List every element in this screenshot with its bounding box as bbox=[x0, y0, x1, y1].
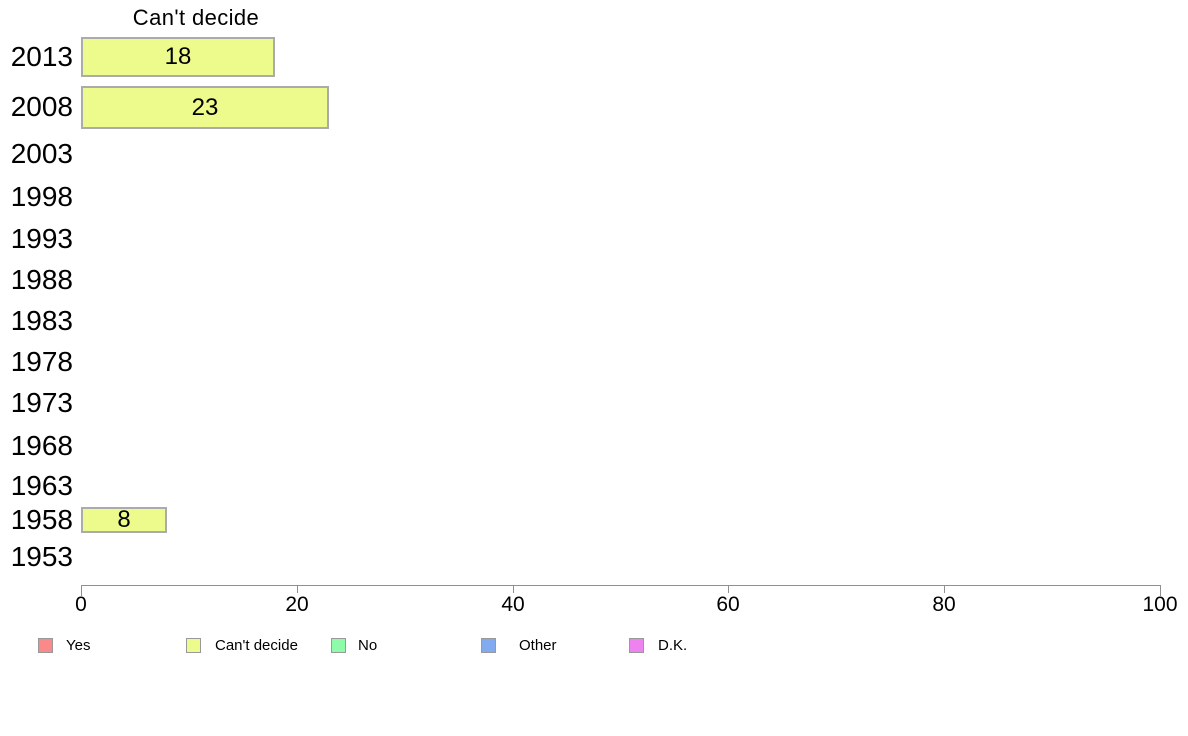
y-axis-label-2003: 2003 bbox=[10, 138, 73, 169]
y-axis-label-2008: 2008 bbox=[10, 91, 73, 122]
legend-swatch-can-t-decide bbox=[186, 638, 201, 653]
x-axis-tick-label-80: 80 bbox=[932, 593, 956, 616]
x-axis-tick-80 bbox=[944, 585, 945, 593]
y-axis-label-1953: 1953 bbox=[10, 541, 73, 572]
x-axis-tick-label-60: 60 bbox=[716, 593, 740, 616]
legend-swatch-d-k bbox=[629, 638, 644, 653]
legend-label-yes: Yes bbox=[66, 637, 91, 654]
x-axis-tick-60 bbox=[728, 585, 729, 593]
y-axis-label-1958: 1958 bbox=[10, 504, 73, 535]
y-axis-label-1988: 1988 bbox=[10, 264, 73, 295]
legend-swatch-other bbox=[481, 638, 496, 653]
y-axis-label-1973: 1973 bbox=[10, 387, 73, 418]
y-axis-label-2013: 2013 bbox=[10, 41, 73, 72]
y-axis-label-1983: 1983 bbox=[10, 305, 73, 336]
x-axis-tick-label-20: 20 bbox=[285, 593, 309, 616]
bar-1958: 8 bbox=[81, 507, 167, 533]
y-axis-label-1993: 1993 bbox=[10, 223, 73, 254]
y-axis-label-1978: 1978 bbox=[10, 346, 73, 377]
y-axis-label-1963: 1963 bbox=[10, 470, 73, 501]
legend-swatch-no bbox=[331, 638, 346, 653]
legend-label-d-k: D.K. bbox=[658, 637, 688, 654]
bar-2008: 23 bbox=[81, 85, 329, 129]
x-axis-line bbox=[81, 585, 1160, 586]
y-axis-label-1968: 1968 bbox=[10, 430, 73, 461]
bar-2013: 18 bbox=[81, 37, 275, 77]
legend-label-no: No bbox=[358, 637, 378, 654]
x-axis-tick-label-40: 40 bbox=[501, 593, 525, 616]
x-axis-tick-40 bbox=[513, 585, 514, 593]
chart-title: Can't decide bbox=[132, 5, 260, 30]
x-axis-tick-label-0: 0 bbox=[75, 593, 87, 616]
y-axis-label-1998: 1998 bbox=[10, 181, 73, 212]
x-axis-tick-0 bbox=[81, 585, 82, 596]
x-axis-tick-100 bbox=[1160, 585, 1161, 596]
legend-swatch-yes bbox=[38, 638, 53, 653]
x-axis-tick-label-100: 100 bbox=[1142, 593, 1178, 616]
x-axis-tick-20 bbox=[297, 585, 298, 593]
legend-label-other: Other bbox=[519, 637, 557, 654]
legend-label-can-t-decide: Can't decide bbox=[215, 637, 298, 654]
